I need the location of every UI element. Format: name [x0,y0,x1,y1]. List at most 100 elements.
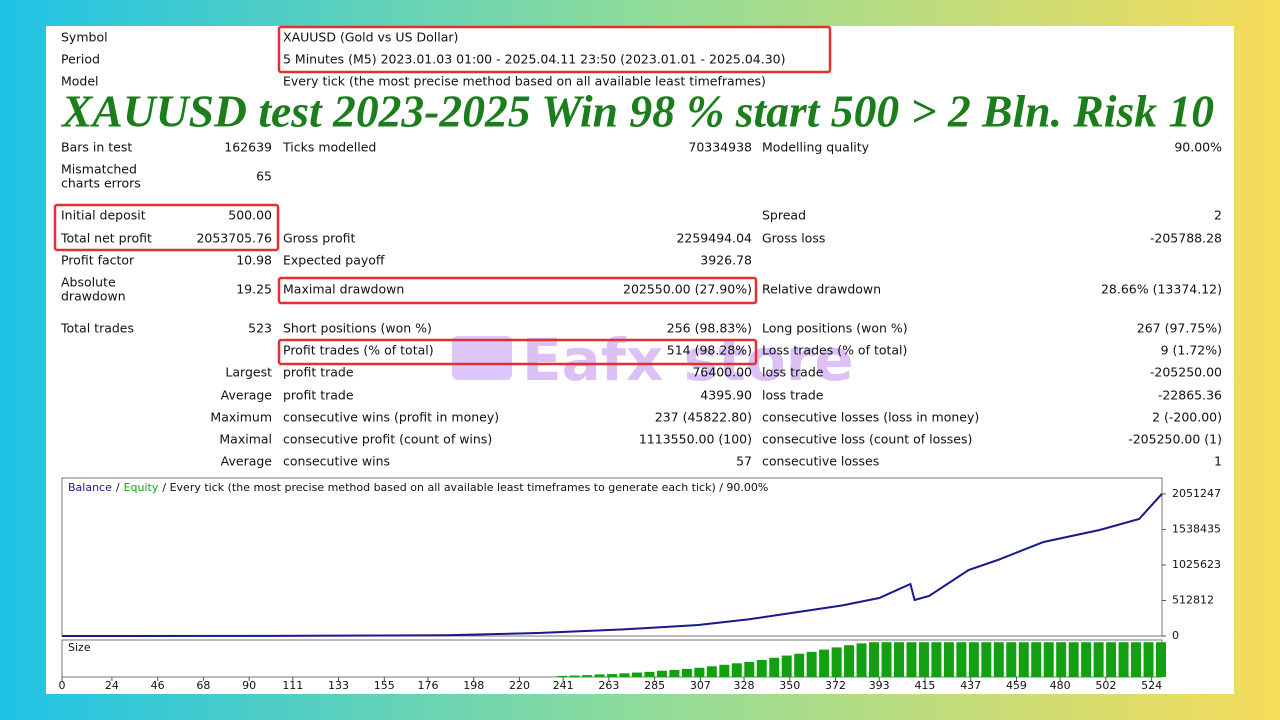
chart-title: Size [68,641,91,654]
bar [968,642,979,677]
bar [631,672,642,677]
bar [856,643,867,677]
x-tick-label: 415 [914,679,935,692]
field-label: consecutive wins (profit in money) [283,410,499,425]
field-label: Average [221,454,273,469]
field-label: Initial deposit [61,208,146,223]
bar [918,642,929,677]
bar [781,655,792,677]
bar [1018,642,1029,677]
field-label: loss trade [762,365,824,380]
field-value: 237 (45822.80) [655,410,752,425]
x-tick-label: 111 [282,679,303,692]
x-tick-label: 328 [734,679,755,692]
field-label: profit trade [283,388,354,403]
bar [694,667,705,677]
field-label: Symbol [61,30,108,45]
bar [644,671,655,677]
x-tick-label: 68 [196,679,210,692]
field-value: 90.00% [1174,140,1222,155]
bar [869,642,880,677]
x-tick-label: 350 [779,679,800,692]
bar [844,645,855,677]
bar [806,651,817,677]
bar [669,669,680,677]
y-tick-label: 1538435 [1172,522,1221,535]
bar [794,653,805,677]
bar [756,659,767,677]
x-tick-label: 437 [960,679,981,692]
x-tick-label: 393 [869,679,890,692]
x-tick-label: 133 [328,679,349,692]
x-tick-label: 372 [825,679,846,692]
x-tick-label: 502 [1095,679,1116,692]
x-tick-label: 46 [151,679,165,692]
x-tick-label: 285 [644,679,665,692]
y-tick-label: 0 [1172,629,1179,642]
field-label: Short positions (won %) [283,321,432,336]
field-value: 256 (98.83%) [667,321,752,336]
highlight-box [277,25,832,74]
x-tick-label: 24 [105,679,119,692]
x-tick-label: 0 [59,679,66,692]
bar [956,642,967,677]
highlight-box [277,338,758,366]
bar [582,675,593,677]
bar [744,661,755,677]
field-label: drawdown [61,289,126,304]
x-tick-label: 198 [463,679,484,692]
x-tick-label: 263 [598,679,619,692]
field-value: 19.25 [236,282,272,297]
bar [731,663,742,677]
legend-entry: Balance [68,481,112,494]
field-label: Total net profit [60,231,152,246]
field-value: 202550.00 (27.90%) [623,282,752,297]
bar [719,664,730,677]
y-tick-label: 2051247 [1172,487,1221,500]
field-label: Mismatched [61,162,137,177]
field-value: 2259494.04 [676,231,752,246]
field-label: Maximal drawdown [283,282,404,297]
bar [1081,642,1092,677]
legend-entry: Equity [124,481,159,494]
field-label: Total trades [60,321,134,336]
field-label: Relative drawdown [762,282,881,297]
field-value: -205250.00 (1) [1128,432,1222,447]
balance-chart-frame [61,477,1163,637]
bar [1068,642,1079,677]
field-label: Loss trades (% of total) [762,343,907,358]
bar [1143,642,1154,677]
x-tick-label: 480 [1050,679,1071,692]
series-line [61,493,1163,637]
field-value: 500.00 [228,208,272,223]
watermark-icon [452,336,512,380]
x-tick-label: 220 [509,679,530,692]
x-tick-label: 459 [1006,679,1027,692]
field-label: consecutive profit (count of wins) [283,432,492,447]
field-label: loss trade [762,388,824,403]
field-label: consecutive loss (count of losses) [762,432,972,447]
field-label: Absolute [61,275,116,290]
field-label: Maximum [210,410,272,425]
field-value: 1113550.00 (100) [639,432,752,447]
field-value: 10.98 [236,253,272,268]
x-tick-label: 155 [374,679,395,692]
field-label: consecutive losses (loss in money) [762,410,979,425]
bar [1006,642,1017,677]
bar [981,642,992,677]
bar [819,649,830,677]
field-value: 76400.00 [692,365,752,380]
bar [1043,642,1054,677]
field-label: Bars in test [61,140,132,155]
x-tick-label: 524 [1141,679,1162,692]
bar [943,642,954,677]
field-value: 65 [256,169,272,184]
field-label: Spread [762,208,806,223]
field-value: Every tick (the most precise method base… [283,74,766,89]
field-label: Model [61,74,99,89]
field-value: 2 (-200.00) [1152,410,1222,425]
highlight-box [53,203,280,252]
bar [706,666,717,677]
field-value: 57 [736,454,752,469]
